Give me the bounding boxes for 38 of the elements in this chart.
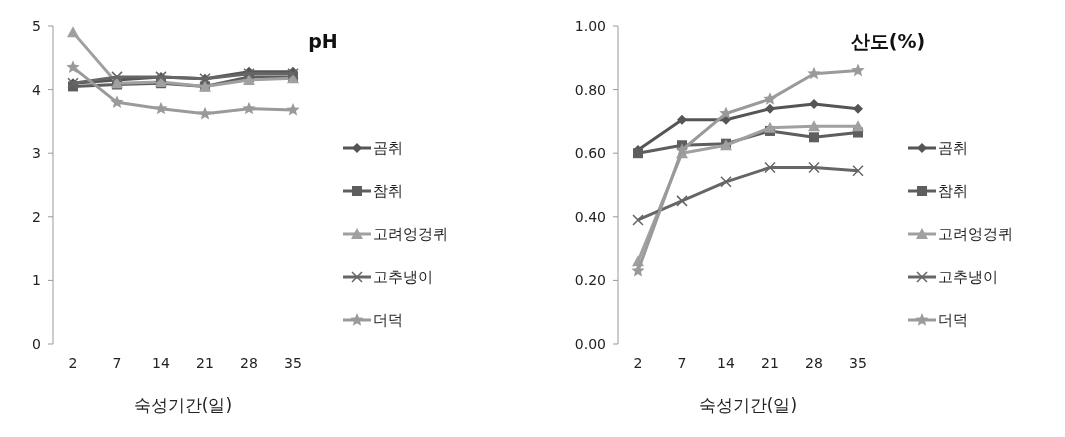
- x-tick-label: 14: [717, 355, 735, 371]
- x-tick-label: 28: [805, 355, 823, 371]
- y-tick-label: 4: [32, 81, 42, 98]
- x-tick-label: 21: [196, 355, 214, 371]
- legend-label: 참취: [938, 182, 968, 201]
- y-tick-label: 2: [32, 208, 41, 225]
- legend-label: 참취: [373, 182, 403, 201]
- y-tick-label: 1: [32, 272, 41, 289]
- legend-label: 더덕: [938, 311, 968, 330]
- x-tick-label: 2: [68, 355, 78, 371]
- legend-label: 고려엉겅퀴: [938, 225, 1013, 244]
- x-tick-label: 35: [284, 355, 302, 371]
- y-tick-label: 0: [32, 335, 41, 352]
- legend-label: 고추냉이: [938, 268, 998, 287]
- legend-label: 곰취: [373, 139, 403, 158]
- y-tick-label: 0.00: [574, 335, 606, 352]
- x-tick-label: 35: [849, 355, 867, 371]
- x-tick-label: 28: [240, 355, 258, 371]
- legend-label: 곰취: [938, 139, 968, 158]
- y-tick-label: 0.60: [574, 145, 606, 162]
- y-tick-label: 0.80: [574, 81, 606, 98]
- y-tick-label: 5: [32, 17, 41, 34]
- x-axis-title: 숙성기간(일): [133, 395, 233, 415]
- y-tick-label: 1.00: [574, 17, 606, 34]
- x-tick-label: 2: [633, 355, 643, 371]
- chart-title: pH: [308, 30, 338, 52]
- x-tick-label: 14: [152, 355, 170, 371]
- x-tick-label: 21: [761, 355, 779, 371]
- legend-label: 고려엉겅퀴: [373, 225, 448, 244]
- x-tick-label: 7: [112, 355, 122, 371]
- y-tick-label: 3: [32, 145, 41, 162]
- legend-label: 고추냉이: [373, 268, 433, 287]
- legend-label: 더덕: [373, 311, 403, 330]
- y-tick-label: 0.40: [574, 208, 606, 225]
- x-tick-label: 7: [677, 355, 687, 371]
- y-tick-label: 0.20: [574, 272, 606, 289]
- x-axis-title: 숙성기간(일): [698, 395, 798, 415]
- chart-title: 산도(%): [850, 30, 926, 52]
